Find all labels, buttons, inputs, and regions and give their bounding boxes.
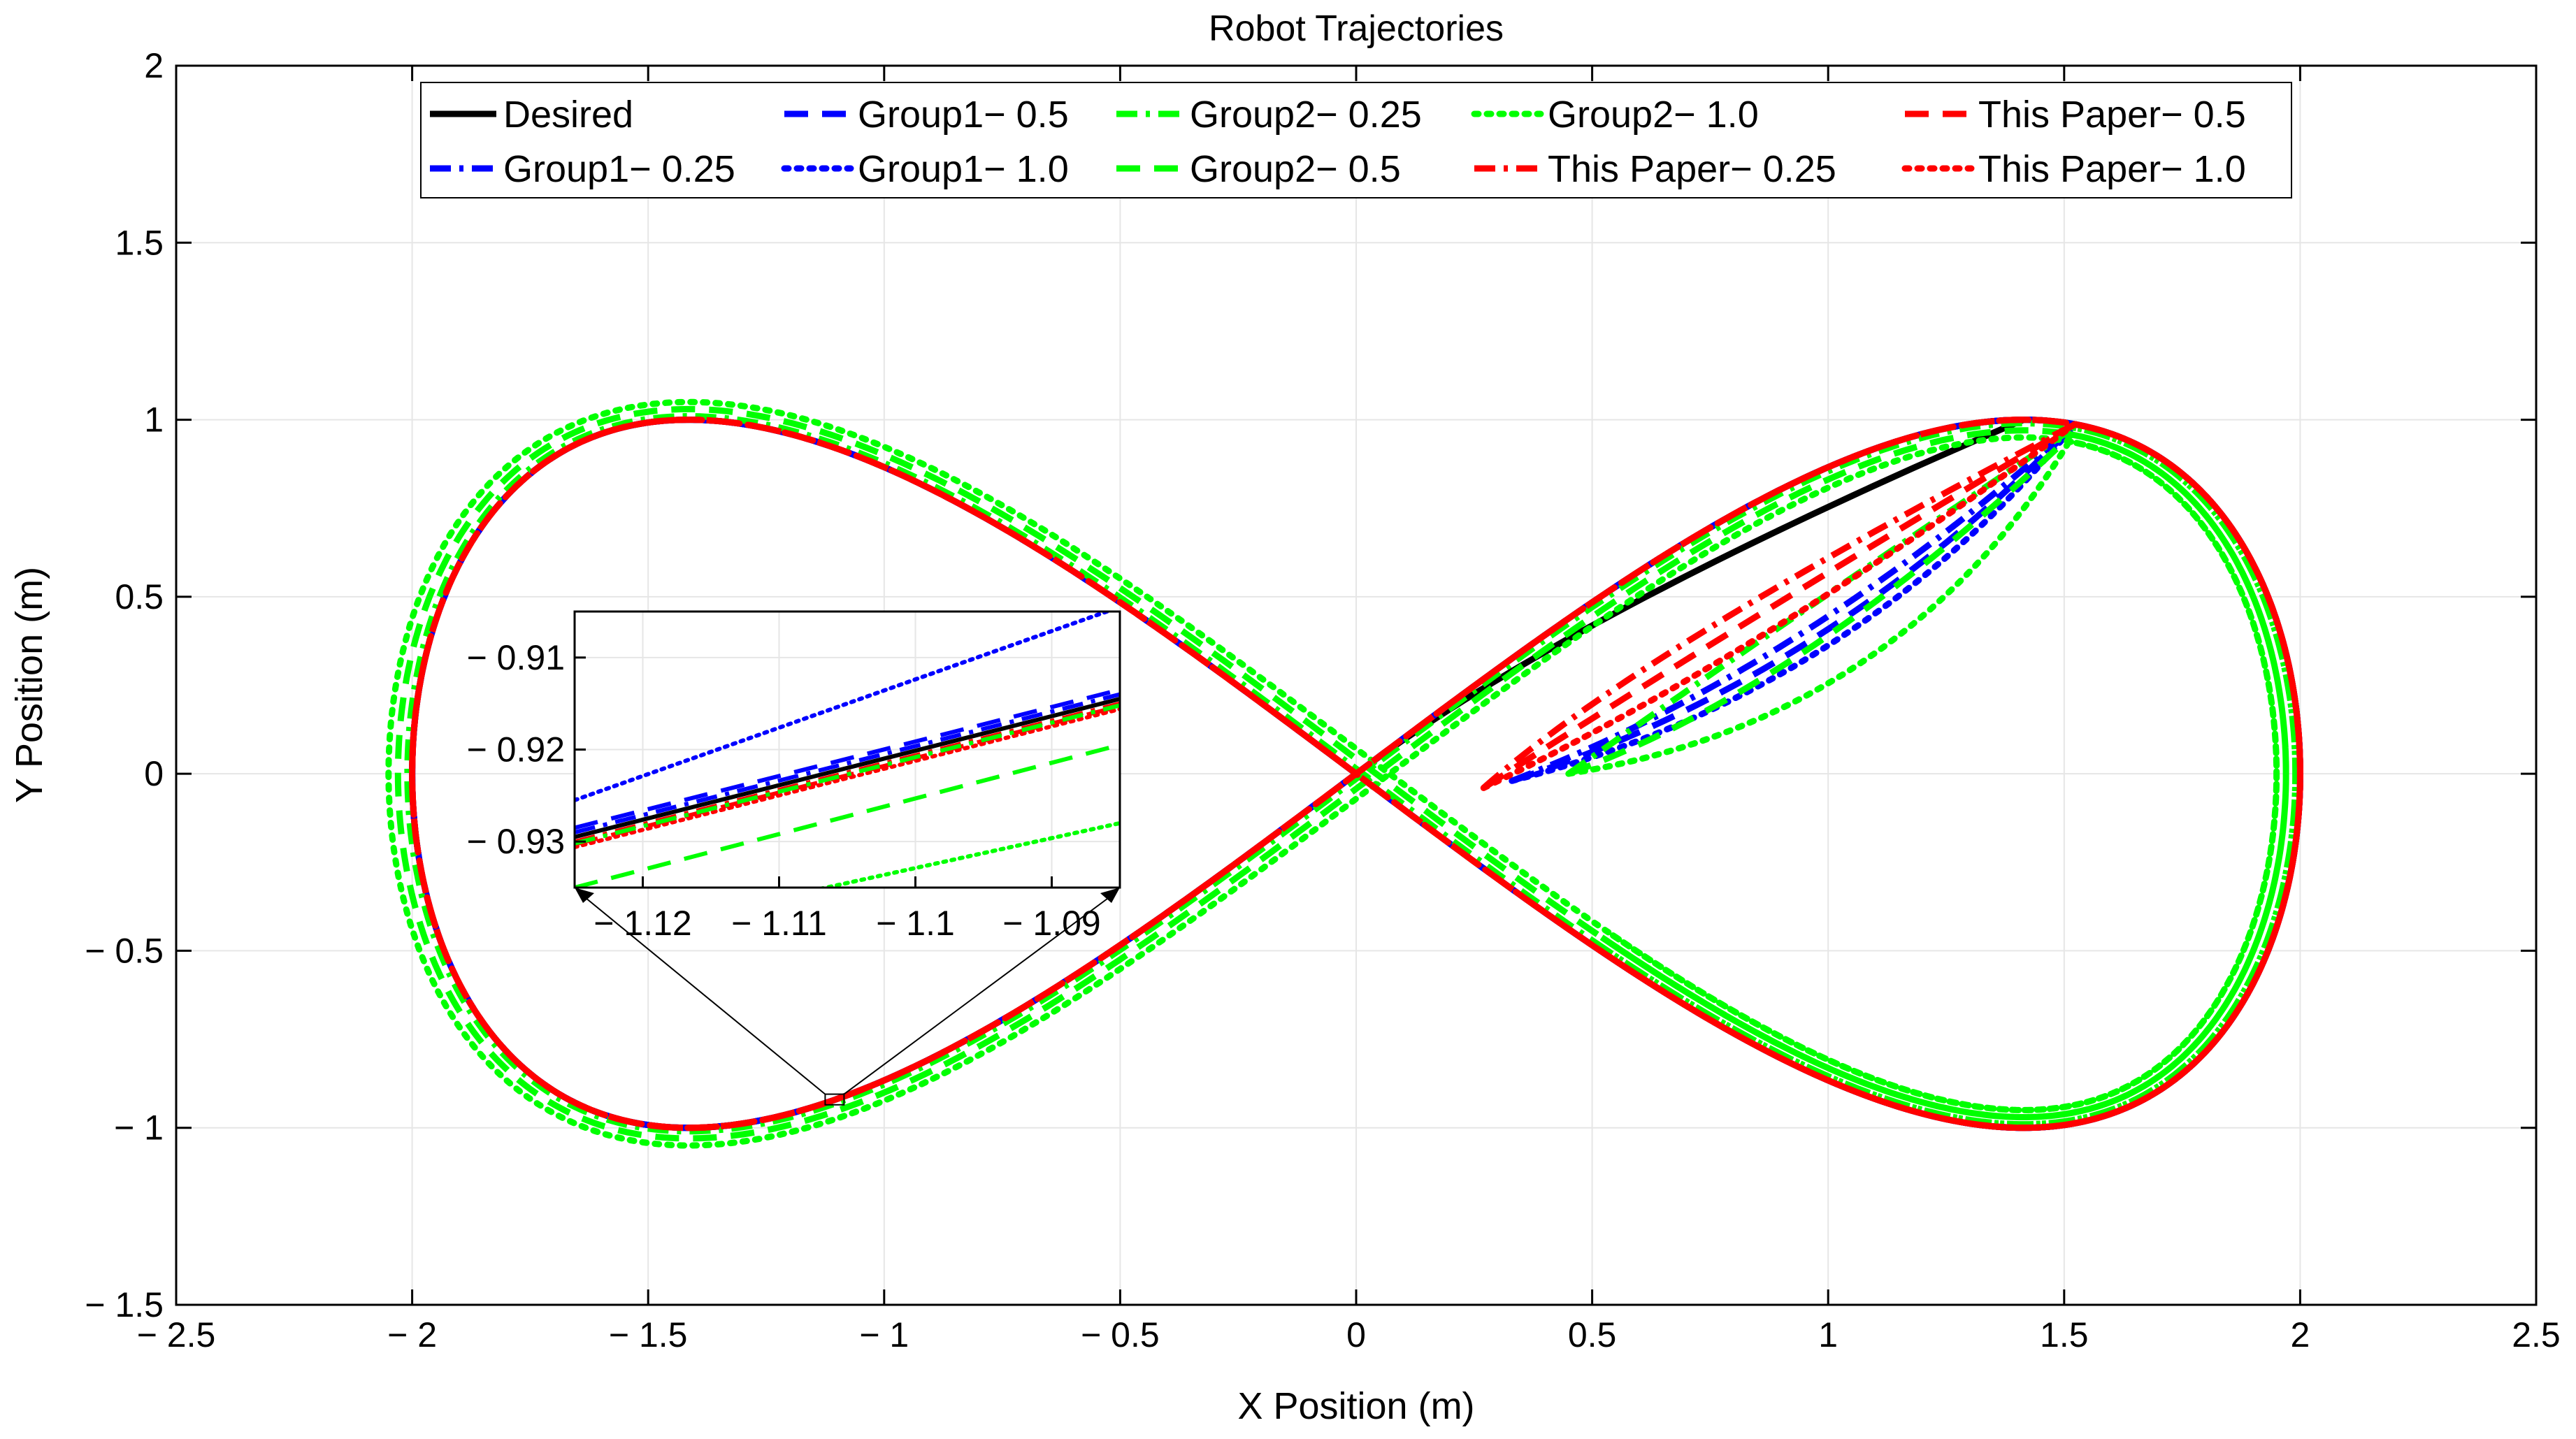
inset-x-tick-label: − 1.09: [1002, 904, 1100, 943]
legend-label: Group2− 0.5: [1190, 148, 1401, 190]
inset-y-tick-label: − 0.92: [467, 730, 565, 769]
series-group2-1-0: [385, 398, 2280, 1149]
x-tick-label: 1.5: [2040, 1315, 2089, 1354]
inset-x-tick-label: − 1.11: [731, 904, 827, 943]
y-tick-label: 2: [144, 46, 164, 85]
series-group2-0-5: [394, 405, 2289, 1142]
inset-x-tick-label: − 1.12: [593, 904, 691, 943]
x-tick-label: − 1: [859, 1315, 909, 1354]
x-axis-label: X Position (m): [1237, 1385, 1474, 1427]
inset-line-group1-0-5: [575, 688, 1120, 830]
legend-label: Group2− 1.0: [1548, 94, 1759, 136]
zoom-connector-right: [843, 894, 1114, 1095]
y-tick-label: 1: [144, 400, 164, 440]
inset-line-group2-1-0: [816, 820, 1120, 888]
y-tick-label: − 1.5: [85, 1285, 164, 1324]
legend: Desired Group1− 0.5 Group2− 0.25 Group2− 1.…: [420, 82, 2292, 198]
zoom-region-box: [824, 1093, 845, 1106]
inset-line-group1-0-25: [575, 692, 1120, 834]
legend-label: This Paper− 0.25: [1548, 148, 1836, 190]
x-tick-label: − 0.5: [1081, 1315, 1160, 1354]
x-tick-label: 1: [1818, 1315, 1838, 1354]
y-tick-label: 0: [144, 754, 164, 793]
legend-box: [420, 82, 2292, 198]
legend-label: Desired: [503, 94, 633, 136]
legend-label: Group1− 1.0: [858, 148, 1069, 190]
legend-label: This Paper− 0.5: [1978, 94, 2246, 136]
y-tick-label: 0.5: [115, 577, 164, 616]
inset-line-group2-0-25: [575, 703, 1120, 846]
zoom-arrowhead-left: [575, 888, 594, 903]
zoom-connector-left: [581, 894, 826, 1095]
x-tick-label: − 2: [387, 1315, 437, 1354]
x-tick-label: 0: [1346, 1315, 1366, 1354]
inset-line-group1-1-0: [575, 612, 1114, 802]
y-axis-ticks: − 1.5 − 1 − 0.5 0 0.5 1 1.5 2: [85, 46, 2536, 1324]
inset-line-this-paper-1-0: [575, 707, 1120, 850]
y-axis-label: Y Position (m): [8, 567, 50, 803]
x-tick-label: − 1.5: [609, 1315, 688, 1354]
x-tick-label: 2: [2290, 1315, 2310, 1354]
legend-label: Group1− 0.5: [858, 94, 1069, 136]
inset-y-tick-label: − 0.93: [467, 822, 565, 861]
x-tick-label: − 2.5: [137, 1315, 216, 1354]
inset-line-desired: [575, 697, 1120, 839]
zoom-arrowhead-right: [1100, 888, 1120, 903]
x-axis-ticks: − 2.5 − 2 − 1.5 − 1 − 0.5 0 0.5 1 1.5 2 2.5: [137, 66, 2561, 1354]
legend-label: This Paper− 1.0: [1978, 148, 2246, 190]
legend-label: Group1− 0.25: [503, 148, 735, 190]
chart-title: Robot Trajectories: [1209, 8, 1504, 49]
inset-x-tick-label: − 1.1: [876, 904, 955, 943]
y-tick-label: 1.5: [115, 223, 164, 262]
legend-label: Group2− 0.25: [1190, 94, 1422, 136]
y-tick-label: − 1: [114, 1108, 164, 1148]
series-group2-0-25: [404, 413, 2299, 1135]
x-tick-label: 2.5: [2512, 1315, 2561, 1354]
y-tick-label: − 0.5: [85, 931, 164, 970]
series-this-paper-1-0: [409, 417, 2303, 1131]
x-tick-label: 0.5: [1568, 1315, 1617, 1354]
inset-line-group2-0-5: [575, 743, 1120, 888]
zoom-inset: − 1.12 − 1.11 − 1.1 − 1.09 − 0.93 − 0.92 − 0.9…: [467, 610, 1121, 1106]
inset-y-tick-label: − 0.91: [467, 638, 565, 677]
inset-series-layer: [575, 612, 1120, 888]
series-layer: [385, 398, 2303, 1149]
